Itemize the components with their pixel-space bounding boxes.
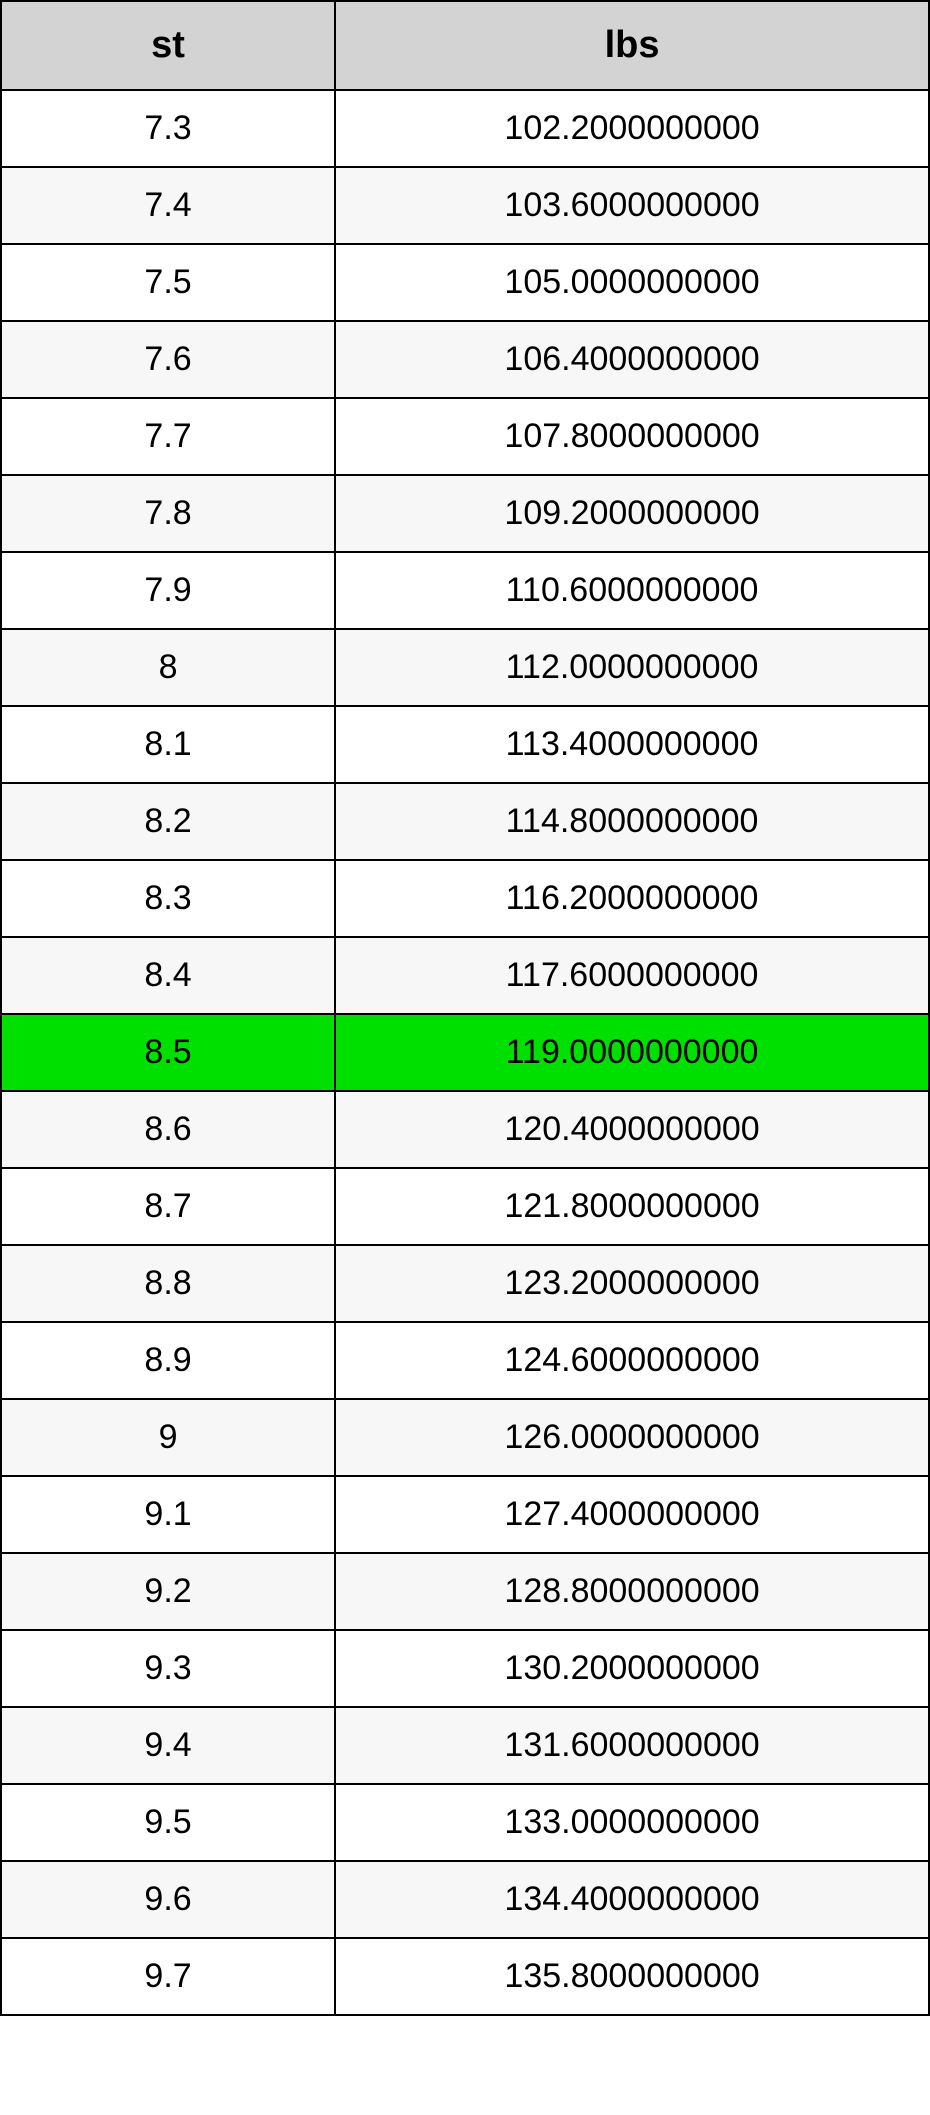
table-row: 7.6106.4000000000 xyxy=(1,321,929,398)
cell-st: 7.6 xyxy=(1,321,335,398)
cell-st: 8.4 xyxy=(1,937,335,1014)
table-row: 7.9110.6000000000 xyxy=(1,552,929,629)
table-row: 8.2114.8000000000 xyxy=(1,783,929,860)
cell-lbs: 131.6000000000 xyxy=(335,1707,929,1784)
table-row: 7.4103.6000000000 xyxy=(1,167,929,244)
cell-st: 8.7 xyxy=(1,1168,335,1245)
table-row: 8.9124.6000000000 xyxy=(1,1322,929,1399)
cell-lbs: 106.4000000000 xyxy=(335,321,929,398)
table-row: 7.5105.0000000000 xyxy=(1,244,929,321)
table-row: 8.4117.6000000000 xyxy=(1,937,929,1014)
cell-st: 9.5 xyxy=(1,1784,335,1861)
cell-lbs: 112.0000000000 xyxy=(335,629,929,706)
table-row: 8.6120.4000000000 xyxy=(1,1091,929,1168)
cell-lbs: 124.6000000000 xyxy=(335,1322,929,1399)
table-row: 9.5133.0000000000 xyxy=(1,1784,929,1861)
cell-st: 7.7 xyxy=(1,398,335,475)
table-body: 7.3102.20000000007.4103.60000000007.5105… xyxy=(1,90,929,2015)
cell-st: 7.4 xyxy=(1,167,335,244)
cell-st: 8 xyxy=(1,629,335,706)
cell-st: 7.9 xyxy=(1,552,335,629)
cell-lbs: 119.0000000000 xyxy=(335,1014,929,1091)
cell-st: 9.6 xyxy=(1,1861,335,1938)
cell-lbs: 127.4000000000 xyxy=(335,1476,929,1553)
cell-lbs: 133.0000000000 xyxy=(335,1784,929,1861)
cell-lbs: 130.2000000000 xyxy=(335,1630,929,1707)
cell-st: 8.8 xyxy=(1,1245,335,1322)
table-row: 7.7107.8000000000 xyxy=(1,398,929,475)
cell-lbs: 123.2000000000 xyxy=(335,1245,929,1322)
cell-st: 9.2 xyxy=(1,1553,335,1630)
table-row: 9.7135.8000000000 xyxy=(1,1938,929,2015)
cell-lbs: 110.6000000000 xyxy=(335,552,929,629)
cell-lbs: 114.8000000000 xyxy=(335,783,929,860)
cell-lbs: 128.8000000000 xyxy=(335,1553,929,1630)
cell-st: 8.9 xyxy=(1,1322,335,1399)
cell-st: 9 xyxy=(1,1399,335,1476)
cell-lbs: 103.6000000000 xyxy=(335,167,929,244)
cell-st: 8.6 xyxy=(1,1091,335,1168)
cell-st: 9.7 xyxy=(1,1938,335,2015)
cell-st: 9.1 xyxy=(1,1476,335,1553)
cell-lbs: 102.2000000000 xyxy=(335,90,929,167)
table-row: 9.6134.4000000000 xyxy=(1,1861,929,1938)
table-row: 7.8109.2000000000 xyxy=(1,475,929,552)
cell-st: 7.5 xyxy=(1,244,335,321)
cell-lbs: 113.4000000000 xyxy=(335,706,929,783)
cell-st: 9.3 xyxy=(1,1630,335,1707)
cell-lbs: 109.2000000000 xyxy=(335,475,929,552)
conversion-table: st lbs 7.3102.20000000007.4103.600000000… xyxy=(0,0,930,2016)
table-row: 8.8123.2000000000 xyxy=(1,1245,929,1322)
col-header-st: st xyxy=(1,1,335,90)
table-row: 8.1113.4000000000 xyxy=(1,706,929,783)
table-row: 8.3116.2000000000 xyxy=(1,860,929,937)
cell-lbs: 135.8000000000 xyxy=(335,1938,929,2015)
cell-lbs: 126.0000000000 xyxy=(335,1399,929,1476)
cell-lbs: 116.2000000000 xyxy=(335,860,929,937)
col-header-lbs: lbs xyxy=(335,1,929,90)
table-row: 9.1127.4000000000 xyxy=(1,1476,929,1553)
table-row: 9.2128.8000000000 xyxy=(1,1553,929,1630)
table-row: 9.4131.6000000000 xyxy=(1,1707,929,1784)
table-row: 7.3102.2000000000 xyxy=(1,90,929,167)
cell-lbs: 105.0000000000 xyxy=(335,244,929,321)
cell-lbs: 121.8000000000 xyxy=(335,1168,929,1245)
table-row: 8112.0000000000 xyxy=(1,629,929,706)
cell-st: 7.8 xyxy=(1,475,335,552)
table-row: 9.3130.2000000000 xyxy=(1,1630,929,1707)
cell-st: 8.5 xyxy=(1,1014,335,1091)
table-row: 9126.0000000000 xyxy=(1,1399,929,1476)
cell-st: 8.1 xyxy=(1,706,335,783)
cell-lbs: 134.4000000000 xyxy=(335,1861,929,1938)
table-row: 8.5119.0000000000 xyxy=(1,1014,929,1091)
cell-lbs: 120.4000000000 xyxy=(335,1091,929,1168)
table-row: 8.7121.8000000000 xyxy=(1,1168,929,1245)
cell-lbs: 107.8000000000 xyxy=(335,398,929,475)
table-header-row: st lbs xyxy=(1,1,929,90)
cell-lbs: 117.6000000000 xyxy=(335,937,929,1014)
cell-st: 7.3 xyxy=(1,90,335,167)
cell-st: 8.3 xyxy=(1,860,335,937)
cell-st: 9.4 xyxy=(1,1707,335,1784)
cell-st: 8.2 xyxy=(1,783,335,860)
